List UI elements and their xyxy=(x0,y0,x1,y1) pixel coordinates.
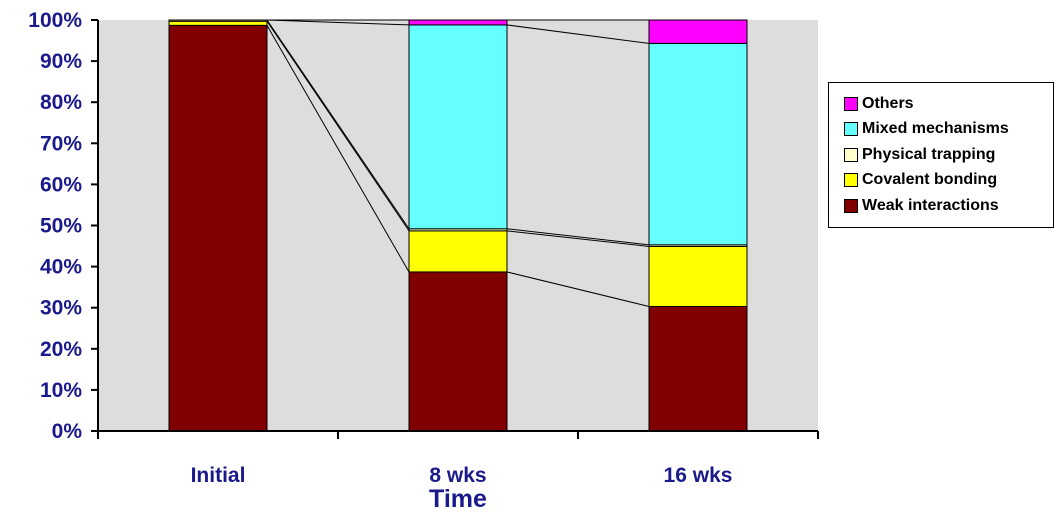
legend-label: Physical trapping xyxy=(862,145,996,163)
x-tick-label: 16 wks xyxy=(664,464,733,487)
bars xyxy=(168,19,748,432)
legend-swatch xyxy=(844,122,858,137)
series-connector-line xyxy=(506,230,650,247)
legend-label: Others xyxy=(862,94,914,112)
legend-swatch xyxy=(844,96,858,111)
legend-swatch xyxy=(844,198,858,213)
bar-weak-interactions-8-wks xyxy=(408,271,508,432)
legend-label: Covalent bonding xyxy=(862,171,998,189)
y-tick-label: 0% xyxy=(52,420,83,443)
legend-item-covalent-bonding: Covalent bonding xyxy=(844,168,1053,194)
series-connector-line xyxy=(506,228,650,246)
series-connector-line xyxy=(266,25,410,273)
x-axis-title: Time xyxy=(429,485,487,513)
legend-label: Mixed mechanisms xyxy=(862,120,1009,138)
legend-item-mixed-mechanisms: Mixed mechanisms xyxy=(844,117,1053,143)
bar-weak-interactions-initial xyxy=(168,24,268,432)
series-connector-line xyxy=(506,271,650,307)
legend-label: Weak interactions xyxy=(862,196,999,214)
bar-mixed-mechanisms-16-wks xyxy=(648,42,748,246)
bar-covalent-bonding-16-wks xyxy=(648,245,748,307)
bar-covalent-bonding-8-wks xyxy=(408,230,508,273)
legend-item-others: Others xyxy=(844,91,1053,117)
bar-others-8-wks xyxy=(408,19,508,26)
x-tick-label: 8 wks xyxy=(429,464,486,487)
y-tick-label: 40% xyxy=(40,256,82,279)
legend-swatch xyxy=(844,147,858,162)
connector-lines xyxy=(266,19,650,307)
legend-item-physical-trapping: Physical trapping xyxy=(844,142,1053,168)
bar-weak-interactions-16-wks xyxy=(648,305,748,432)
series-connector-line xyxy=(266,19,410,26)
y-tick-label: 50% xyxy=(40,215,82,238)
y-tick-label: 80% xyxy=(40,91,82,114)
y-axis: 0% 10% 20% 30% 40% 50% 60% 70% 80% 90% 100% xyxy=(28,9,98,443)
y-tick-label: 10% xyxy=(40,379,82,402)
legend-swatch xyxy=(844,173,858,188)
y-tick-label: 100% xyxy=(28,9,82,32)
y-tick-label: 30% xyxy=(40,297,82,320)
bar-others-16-wks xyxy=(648,19,748,44)
series-connector-line xyxy=(266,19,410,230)
series-connector-line xyxy=(506,24,650,44)
bar-mixed-mechanisms-8-wks xyxy=(408,24,508,230)
y-tick-label: 90% xyxy=(40,50,82,73)
y-tick-label: 60% xyxy=(40,173,82,196)
bar-covalent-bonding-initial xyxy=(168,20,268,26)
legend: Others Mixed mechanisms Physical trapping C… xyxy=(828,82,1054,228)
x-axis: Initial 8 wks 16 wks xyxy=(97,431,819,487)
x-tick-label: Initial xyxy=(191,464,246,487)
y-tick-label: 70% xyxy=(40,132,82,155)
legend-item-weak-interactions: Weak interactions xyxy=(844,193,1053,219)
bar-physical-trapping-initial xyxy=(168,19,268,22)
series-connector-line xyxy=(266,20,410,232)
y-tick-label: 20% xyxy=(40,338,82,361)
